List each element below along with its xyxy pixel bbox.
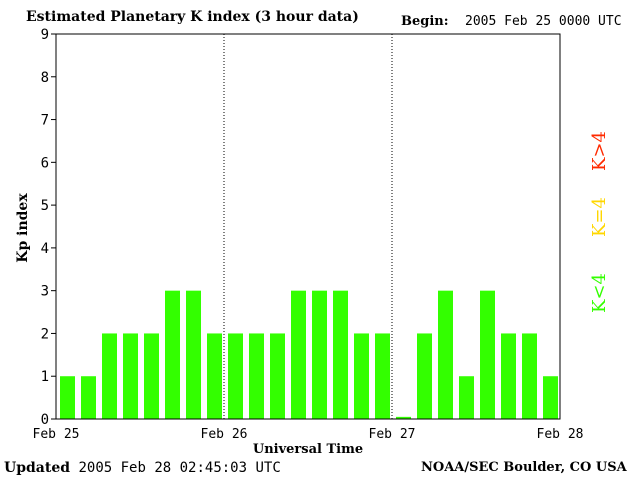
- kp-bar: [501, 333, 516, 419]
- begin-label: Begin:: [401, 14, 449, 29]
- y-tick-label: 3: [41, 284, 49, 300]
- kp-bar: [543, 376, 558, 419]
- kp-bar: [144, 333, 159, 419]
- kp-bar: [291, 290, 306, 419]
- legend-k-greater-4: K>4: [589, 131, 610, 171]
- kp-bar: [102, 333, 117, 419]
- x-tick-label: Feb 27: [369, 427, 416, 442]
- y-tick-label: 8: [41, 70, 49, 86]
- kp-bar: [417, 333, 432, 419]
- legend-k-less-4: K<4: [589, 273, 610, 313]
- kp-bar: [522, 333, 537, 419]
- kp-bar: [480, 290, 495, 419]
- x-axis-label: Universal Time: [253, 442, 363, 457]
- kp-bar: [396, 416, 411, 419]
- legend-k-equal-4: K=4: [589, 197, 610, 237]
- y-tick-label: 2: [41, 326, 49, 342]
- kp-bar: [186, 290, 201, 419]
- kp-bar: [459, 376, 474, 419]
- kp-bar: [165, 290, 180, 419]
- kp-bar: [249, 333, 264, 419]
- y-axis-label: Kp index: [15, 193, 31, 263]
- x-tick-label: Feb 26: [201, 427, 248, 442]
- kp-bar: [312, 290, 327, 419]
- kp-bar: [207, 333, 222, 419]
- kp-bar: [333, 290, 348, 419]
- kp-bar: [270, 333, 285, 419]
- kp-bar: [354, 333, 369, 419]
- y-tick-label: 7: [41, 113, 49, 129]
- kp-bar: [60, 376, 75, 419]
- y-tick-label: 0: [41, 412, 49, 428]
- y-tick-label: 1: [41, 369, 49, 385]
- y-tick-label: 4: [41, 241, 49, 257]
- begin-value: 2005 Feb 25 0000 UTC: [465, 14, 622, 29]
- updated-value: 2005 Feb 28 02:45:03 UTC: [78, 460, 281, 476]
- updated-label: Updated: [4, 460, 71, 476]
- x-tick-label: Feb 25: [33, 427, 80, 442]
- plot-frame: [55, 33, 561, 420]
- kp-bar: [81, 376, 96, 419]
- kp-bar: [438, 290, 453, 419]
- updated-timestamp: Updated 2005 Feb 28 02:45:03 UTC: [4, 460, 281, 476]
- y-tick-label: 6: [41, 155, 49, 171]
- credit-text: NOAA/SEC Boulder, CO USA: [421, 460, 627, 475]
- y-tick-label: 5: [41, 198, 49, 214]
- chart-title: Estimated Planetary K index (3 hour data…: [26, 9, 359, 25]
- x-tick-label: Feb 28: [537, 427, 584, 442]
- kp-bar: [375, 333, 390, 419]
- kp-bar: [123, 333, 138, 419]
- y-tick-label: 9: [41, 27, 49, 43]
- kp-bar: [228, 333, 243, 419]
